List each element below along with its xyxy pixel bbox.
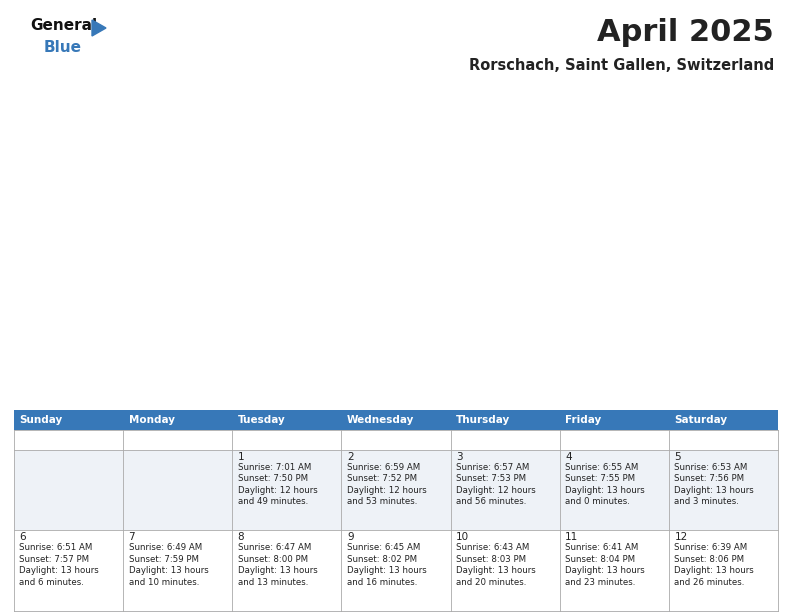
Text: Sunrise: 6:41 AM
Sunset: 8:04 PM
Daylight: 13 hours
and 23 minutes.: Sunrise: 6:41 AM Sunset: 8:04 PM Dayligh… <box>565 543 645 587</box>
Bar <box>14 410 123 430</box>
Text: 1: 1 <box>238 452 245 462</box>
Text: April 2025: April 2025 <box>597 18 774 47</box>
Bar <box>669 450 778 531</box>
Text: Sunrise: 6:45 AM
Sunset: 8:02 PM
Daylight: 13 hours
and 16 minutes.: Sunrise: 6:45 AM Sunset: 8:02 PM Dayligh… <box>347 543 427 587</box>
Text: 3: 3 <box>456 452 463 462</box>
Text: 4: 4 <box>565 452 572 462</box>
Text: 6: 6 <box>20 532 26 542</box>
Bar <box>560 450 669 531</box>
Text: Sunrise: 6:59 AM
Sunset: 7:52 PM
Daylight: 12 hours
and 53 minutes.: Sunrise: 6:59 AM Sunset: 7:52 PM Dayligh… <box>347 463 427 506</box>
Text: 7: 7 <box>128 532 135 542</box>
Bar <box>451 611 560 612</box>
Bar <box>341 531 451 611</box>
Bar <box>341 611 451 612</box>
Text: Saturday: Saturday <box>674 415 727 425</box>
Bar <box>232 531 341 611</box>
Text: 11: 11 <box>565 532 578 542</box>
Text: 5: 5 <box>674 452 681 462</box>
Bar <box>560 531 669 611</box>
Text: Tuesday: Tuesday <box>238 415 285 425</box>
Bar <box>451 531 560 611</box>
Text: Monday: Monday <box>128 415 174 425</box>
Text: Thursday: Thursday <box>456 415 510 425</box>
Text: Wednesday: Wednesday <box>347 415 414 425</box>
Text: Sunrise: 7:01 AM
Sunset: 7:50 PM
Daylight: 12 hours
and 49 minutes.: Sunrise: 7:01 AM Sunset: 7:50 PM Dayligh… <box>238 463 318 506</box>
Text: 10: 10 <box>456 532 469 542</box>
Bar <box>451 450 560 531</box>
Text: Sunrise: 6:39 AM
Sunset: 8:06 PM
Daylight: 13 hours
and 26 minutes.: Sunrise: 6:39 AM Sunset: 8:06 PM Dayligh… <box>674 543 754 587</box>
Text: Friday: Friday <box>565 415 601 425</box>
Text: Sunrise: 6:53 AM
Sunset: 7:56 PM
Daylight: 13 hours
and 3 minutes.: Sunrise: 6:53 AM Sunset: 7:56 PM Dayligh… <box>674 463 754 506</box>
Polygon shape <box>92 20 106 36</box>
Bar <box>123 611 232 612</box>
Bar <box>669 410 778 430</box>
Text: Rorschach, Saint Gallen, Switzerland: Rorschach, Saint Gallen, Switzerland <box>469 58 774 73</box>
Text: Sunday: Sunday <box>20 415 63 425</box>
Text: 8: 8 <box>238 532 245 542</box>
Bar <box>341 410 451 430</box>
Bar <box>14 531 123 611</box>
Bar <box>669 531 778 611</box>
Text: Sunrise: 6:51 AM
Sunset: 7:57 PM
Daylight: 13 hours
and 6 minutes.: Sunrise: 6:51 AM Sunset: 7:57 PM Dayligh… <box>20 543 99 587</box>
Bar <box>14 611 123 612</box>
Bar <box>451 410 560 430</box>
Bar <box>232 611 341 612</box>
Bar <box>123 531 232 611</box>
Bar <box>123 450 232 531</box>
Text: Sunrise: 6:55 AM
Sunset: 7:55 PM
Daylight: 13 hours
and 0 minutes.: Sunrise: 6:55 AM Sunset: 7:55 PM Dayligh… <box>565 463 645 506</box>
Text: Sunrise: 6:57 AM
Sunset: 7:53 PM
Daylight: 12 hours
and 56 minutes.: Sunrise: 6:57 AM Sunset: 7:53 PM Dayligh… <box>456 463 535 506</box>
Text: Sunrise: 6:49 AM
Sunset: 7:59 PM
Daylight: 13 hours
and 10 minutes.: Sunrise: 6:49 AM Sunset: 7:59 PM Dayligh… <box>128 543 208 587</box>
Text: General: General <box>30 18 97 33</box>
Bar <box>123 410 232 430</box>
Bar <box>341 450 451 531</box>
Bar <box>560 410 669 430</box>
Text: 9: 9 <box>347 532 353 542</box>
Bar <box>232 450 341 531</box>
Text: 12: 12 <box>674 532 687 542</box>
Text: 2: 2 <box>347 452 353 462</box>
Bar <box>14 450 123 531</box>
Bar <box>560 611 669 612</box>
Text: Blue: Blue <box>44 40 82 55</box>
Bar <box>669 611 778 612</box>
Text: Sunrise: 6:47 AM
Sunset: 8:00 PM
Daylight: 13 hours
and 13 minutes.: Sunrise: 6:47 AM Sunset: 8:00 PM Dayligh… <box>238 543 318 587</box>
Text: Sunrise: 6:43 AM
Sunset: 8:03 PM
Daylight: 13 hours
and 20 minutes.: Sunrise: 6:43 AM Sunset: 8:03 PM Dayligh… <box>456 543 535 587</box>
Bar <box>232 410 341 430</box>
